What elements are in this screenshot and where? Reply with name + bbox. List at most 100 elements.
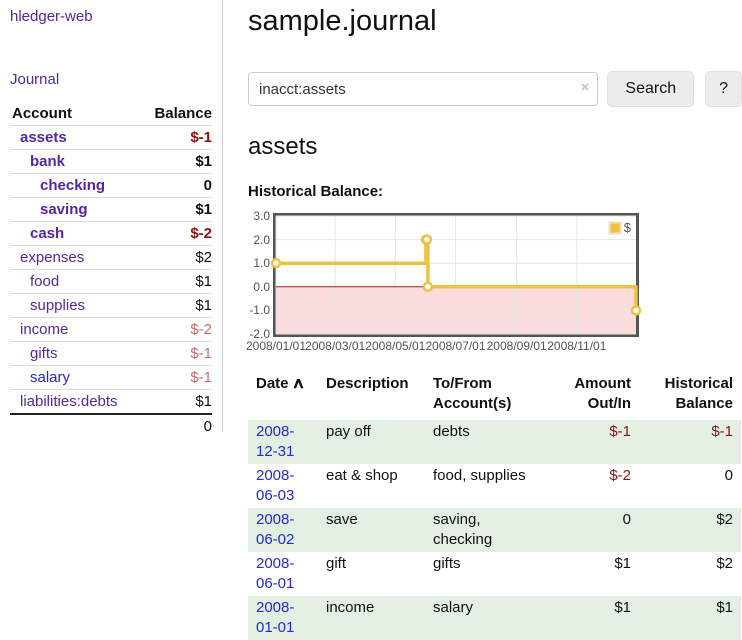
account-balance: $-2 bbox=[141, 317, 212, 342]
transaction-description: pay off bbox=[318, 420, 425, 464]
chart-legend: $ bbox=[607, 220, 631, 235]
sidebar-account-link[interactable]: food bbox=[30, 273, 60, 290]
x-axis-tick-label: 2008/01/01 bbox=[245, 339, 307, 353]
date-column-header[interactable]: Date ∧ bbox=[248, 372, 318, 420]
account-row: food $1 bbox=[10, 269, 212, 294]
transaction-date-link[interactable]: 2008-06-03 bbox=[256, 467, 295, 504]
sidebar-account-link[interactable]: bank bbox=[30, 153, 66, 170]
transaction-date-link[interactable]: 2008-12-31 bbox=[256, 423, 295, 460]
transaction-accounts: debts bbox=[425, 420, 555, 464]
transaction-accounts: salary bbox=[425, 596, 555, 640]
sidebar-account-link[interactable]: saving bbox=[40, 201, 88, 218]
transaction-date-link[interactable]: 2008-06-01 bbox=[256, 555, 295, 592]
account-row: gifts $-1 bbox=[10, 341, 212, 366]
accounts-table-header: Account Balance bbox=[10, 102, 212, 126]
nav-journal-link[interactable]: Journal bbox=[10, 71, 60, 88]
sidebar-divider bbox=[222, 0, 223, 432]
y-axis-tick-label: 3.0 bbox=[253, 209, 270, 223]
transaction-date-link[interactable]: 2008-01-01 bbox=[256, 599, 295, 636]
transaction-amount: 0 bbox=[555, 508, 639, 552]
x-axis-tick-label: 2008/07/01 bbox=[425, 339, 486, 353]
register-row: 2008-06-01 gift gifts $1 $2 bbox=[248, 552, 741, 596]
sidebar-account-link[interactable]: salary bbox=[30, 369, 71, 386]
account-row: assets $-1 bbox=[10, 125, 212, 150]
sidebar-account-link[interactable]: assets bbox=[20, 129, 67, 146]
transaction-amount: $-2 bbox=[609, 467, 631, 484]
transaction-balance: 0 bbox=[724, 467, 733, 484]
register-table: Date ∧ Description To/From Account(s) Am… bbox=[248, 372, 741, 640]
main-content: sample.journal × Search ? assets Histori… bbox=[246, 0, 742, 640]
account-balance: $1 bbox=[141, 293, 212, 318]
chart-plot-area: $ bbox=[270, 213, 642, 337]
chart-title: Historical Balance: bbox=[248, 183, 384, 200]
transaction-accounts: saving, checking bbox=[425, 508, 555, 552]
account-balance: $-1 bbox=[141, 365, 212, 390]
account-row: income $-2 bbox=[10, 317, 212, 342]
account-balance: $-1 bbox=[141, 341, 212, 366]
account-balance: $2 bbox=[141, 245, 212, 270]
sidebar-account-link[interactable]: income bbox=[20, 321, 69, 338]
amount-column-header: Amount Out/In bbox=[574, 375, 631, 412]
legend-swatch-icon bbox=[607, 220, 622, 235]
accounts-table: Account Balance assets $-1 bank $1 checking 0… bbox=[10, 102, 212, 438]
register-row: 2008-06-03 eat & shop food, supplies $-2 0 bbox=[248, 464, 741, 508]
sort-ascending-icon: ∧ bbox=[291, 375, 306, 392]
account-balance: $-2 bbox=[141, 221, 212, 246]
y-axis-tick-label: 1.0 bbox=[253, 256, 270, 271]
sidebar-account-link[interactable]: checking bbox=[40, 177, 106, 194]
register-row: 2008-12-31 pay off debts $-1 $-1 bbox=[248, 420, 741, 464]
chart-series-svg bbox=[270, 215, 642, 335]
sidebar-account-link[interactable]: expenses bbox=[20, 249, 85, 266]
accounts-total-value: 0 bbox=[141, 413, 212, 438]
account-row: expenses $2 bbox=[10, 245, 212, 270]
y-axis-tick-label: -1.0 bbox=[249, 303, 270, 318]
account-row: bank $1 bbox=[10, 149, 212, 174]
transaction-balance: $-1 bbox=[639, 420, 741, 464]
accounts-total-row: 0 bbox=[10, 413, 212, 438]
search-input[interactable] bbox=[248, 72, 599, 106]
transaction-description: eat & shop bbox=[326, 467, 398, 484]
search-row: × Search ? bbox=[248, 71, 742, 107]
account-row: supplies $1 bbox=[10, 293, 212, 318]
x-axis-tick-label: 2008/03/01 bbox=[305, 339, 366, 353]
sidebar-account-link[interactable]: liabilities:debts bbox=[20, 393, 118, 410]
register-header-row: Date ∧ Description To/From Account(s) Am… bbox=[248, 372, 741, 420]
register-row: 2008-06-02 save saving, checking 0 $2 bbox=[248, 508, 741, 552]
transaction-description: save bbox=[318, 508, 425, 552]
y-axis-tick-label: 0.0 bbox=[253, 279, 270, 294]
balance-column-header: Balance bbox=[141, 102, 212, 126]
x-axis-tick-label: 2008/09/01 bbox=[486, 339, 547, 353]
transaction-accounts: gifts bbox=[433, 555, 461, 572]
search-button[interactable]: Search bbox=[607, 71, 695, 107]
account-balance: $1 bbox=[141, 389, 212, 415]
sidebar: hledger-web Journal Account Balance asse… bbox=[0, 0, 222, 438]
transaction-balance: $1 bbox=[639, 596, 741, 640]
transaction-date-link[interactable]: 2008-06-02 bbox=[256, 511, 295, 548]
account-balance: $1 bbox=[141, 149, 212, 174]
transaction-description: income bbox=[318, 596, 425, 640]
account-row: salary $-1 bbox=[10, 365, 212, 390]
account-balance: $1 bbox=[141, 269, 212, 294]
transaction-accounts: food, supplies bbox=[433, 467, 526, 484]
sidebar-account-link[interactable]: gifts bbox=[30, 345, 58, 362]
register-row: 2008-01-01 income salary $1 $1 bbox=[248, 596, 741, 640]
account-column-header: Account bbox=[10, 102, 142, 126]
clear-search-icon[interactable]: × bbox=[580, 79, 590, 96]
transaction-description: gift bbox=[326, 555, 347, 572]
sidebar-account-link[interactable]: cash bbox=[30, 225, 65, 242]
page-title: sample.journal bbox=[248, 5, 437, 37]
accounts-total-spacer bbox=[10, 413, 142, 438]
brand-link[interactable]: hledger-web bbox=[10, 8, 93, 25]
x-axis-tick-label: 2008/05/01 bbox=[365, 339, 426, 353]
account-balance: 0 bbox=[141, 173, 212, 198]
transaction-balance: $2 bbox=[639, 508, 741, 552]
account-balance: $-1 bbox=[141, 125, 212, 150]
y-axis-tick-label: -2.0 bbox=[249, 327, 270, 341]
x-axis-tick-label: 2008/11/01 bbox=[547, 339, 607, 353]
account-heading: assets bbox=[248, 133, 318, 160]
transaction-amount: $1 bbox=[614, 555, 631, 572]
sidebar-account-link[interactable]: supplies bbox=[30, 297, 86, 314]
help-button[interactable]: ? bbox=[705, 71, 742, 107]
tofrom-column-header: To/From Account(s) bbox=[433, 375, 512, 412]
search-box: × bbox=[248, 72, 599, 106]
